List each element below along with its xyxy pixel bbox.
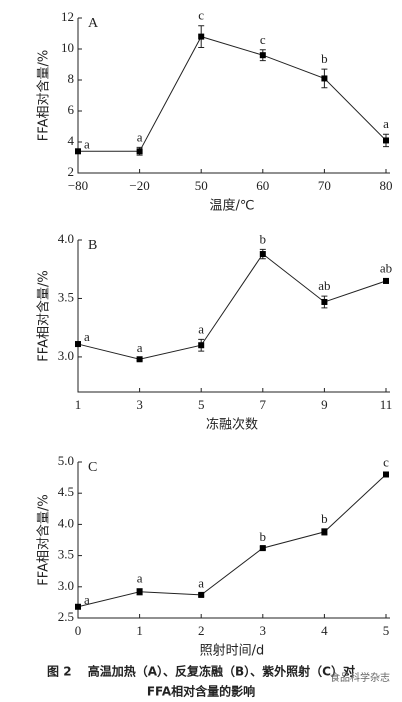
annotation: b <box>260 529 267 544</box>
x-tick-label: 11 <box>380 397 393 412</box>
x-axis-label: 照射时间/d <box>200 643 265 659</box>
x-tick-label: −80 <box>68 178 88 193</box>
x-axis-label: 冻融次数 <box>206 417 258 433</box>
y-tick-label: 12 <box>61 9 74 24</box>
point <box>383 137 389 144</box>
annotation: b <box>321 51 328 66</box>
y-tick-label: 6 <box>68 102 75 117</box>
annotation: a <box>383 116 389 131</box>
y-tick-label: 3.0 <box>58 348 74 363</box>
point <box>198 591 205 598</box>
y-tick-label: 10 <box>61 40 74 55</box>
point <box>259 251 266 258</box>
annotation: ab <box>318 278 330 293</box>
point <box>75 341 81 348</box>
annotation: a <box>84 136 90 151</box>
x-tick-label: 1 <box>136 623 143 638</box>
y-tick-label: 2 <box>68 164 75 179</box>
y-axis-label: FFA相对含量/% <box>36 270 52 361</box>
point <box>136 356 143 363</box>
point <box>321 298 328 305</box>
annotation: a <box>84 329 90 344</box>
annotation: a <box>198 321 204 336</box>
x-tick-label: 2 <box>198 623 205 638</box>
axes <box>77 240 390 393</box>
line <box>77 474 387 608</box>
y-tick-label: 3.5 <box>58 547 74 562</box>
x-tick-label: 9 <box>321 397 328 412</box>
caption: 图 2 高温加热（A）、反复冻融（B）、紫外照射（C）对 <box>47 664 355 679</box>
x-tick-label: 50 <box>195 178 208 193</box>
annotation: a <box>137 340 143 355</box>
x-axis-label: 温度/℃ <box>210 198 255 214</box>
x-tick-label: 5 <box>198 397 205 412</box>
point <box>321 75 328 82</box>
axes <box>77 462 390 619</box>
y-tick-label: 8 <box>68 71 75 86</box>
y-axis-label: FFA相对含量/% <box>36 50 52 141</box>
y-tick-label: 4.0 <box>58 231 74 246</box>
annotation: a <box>137 129 143 144</box>
point <box>383 277 389 284</box>
point <box>136 588 143 595</box>
point <box>383 471 389 478</box>
panel-label: B <box>88 238 97 253</box>
annotation: b <box>260 231 267 246</box>
line <box>77 253 387 360</box>
y-tick-label: 2.5 <box>58 609 74 624</box>
x-tick-label: 0 <box>75 623 82 638</box>
y-tick-label: 3.5 <box>58 289 74 304</box>
annotation: a <box>84 592 90 607</box>
panel-label: A <box>88 16 99 31</box>
point <box>75 603 81 610</box>
point <box>259 52 266 59</box>
y-tick-label: 3.0 <box>58 578 74 593</box>
line <box>78 36 387 152</box>
x-tick-label: 3 <box>260 623 267 638</box>
point <box>198 342 205 349</box>
annotation: a <box>198 576 204 591</box>
annotation: c <box>383 455 389 470</box>
point <box>259 545 266 552</box>
caption: FFA相对含量的影响 <box>147 684 255 699</box>
y-tick-label: 5.0 <box>58 453 74 468</box>
x-tick-label: 7 <box>260 397 267 412</box>
annotation: b <box>321 511 328 526</box>
x-tick-label: 80 <box>380 178 393 193</box>
y-tick-label: 4.5 <box>58 484 74 499</box>
watermark: 食品科学杂志 <box>330 671 390 684</box>
annotation: ab <box>380 261 392 276</box>
point <box>321 528 328 535</box>
y-axis-label: FFA相对含量/% <box>36 494 52 585</box>
annotation: c <box>260 32 266 47</box>
x-tick-label: 1 <box>75 397 82 412</box>
annotation: a <box>137 571 143 586</box>
annotation: c <box>198 8 204 23</box>
panel-label: C <box>88 460 97 475</box>
y-tick-label: 4 <box>68 133 75 148</box>
point <box>75 148 81 155</box>
x-tick-label: 60 <box>256 178 269 193</box>
x-tick-label: 5 <box>383 623 390 638</box>
x-tick-label: 4 <box>321 623 328 638</box>
y-tick-label: 4.0 <box>58 515 74 530</box>
point <box>198 33 205 40</box>
x-tick-label: 3 <box>136 397 143 412</box>
x-tick-label: 70 <box>318 178 331 193</box>
x-tick-label: −20 <box>129 178 149 193</box>
axes <box>77 18 390 174</box>
point <box>136 148 143 155</box>
